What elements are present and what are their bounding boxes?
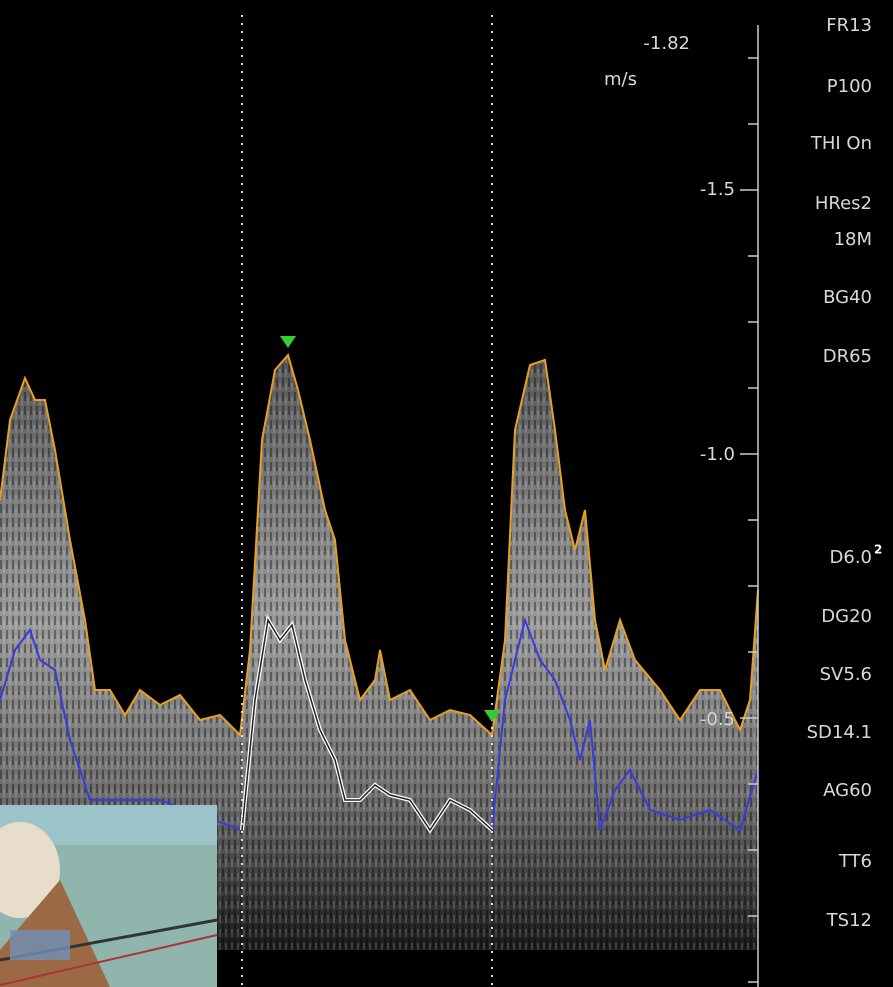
scale-tick-label: -1.0 <box>700 444 735 465</box>
parameter-label: TS12 <box>826 910 872 931</box>
camera-inset <box>0 805 217 987</box>
scale-unit: m/s <box>604 69 637 90</box>
parameter-label: FR13 <box>826 15 872 36</box>
parameter-label: AG60 <box>823 780 872 801</box>
scale-tick-label: -0.5 <box>700 709 735 730</box>
parameter-label: DR65 <box>823 346 872 367</box>
parameter-label: DG20 <box>821 606 872 627</box>
parameter-label: P100 <box>827 76 872 97</box>
parameter-label: 18M <box>834 229 872 250</box>
parameter-label: HRes2 <box>815 193 872 214</box>
inset-photo <box>10 930 70 960</box>
parameter-label: D6.0 <box>830 547 873 568</box>
page: -1.82 m/s -1.5 -1.0 -0.5 FR13 P100 THI On H… <box>0 0 893 987</box>
doppler-screen: -1.82 m/s -1.5 -1.0 -0.5 FR13 P100 THI On H… <box>0 0 893 987</box>
parameter-label: BG40 <box>823 287 872 308</box>
parameter-label: TT6 <box>838 851 872 872</box>
scale-max: -1.82 <box>643 33 690 54</box>
parameter-label: THI On <box>810 133 872 154</box>
superscript: 2 <box>874 543 882 557</box>
scale-tick-label: -1.5 <box>700 179 735 200</box>
parameter-label: SV5.6 <box>820 664 872 685</box>
parameter-label: SD14.1 <box>807 722 872 743</box>
